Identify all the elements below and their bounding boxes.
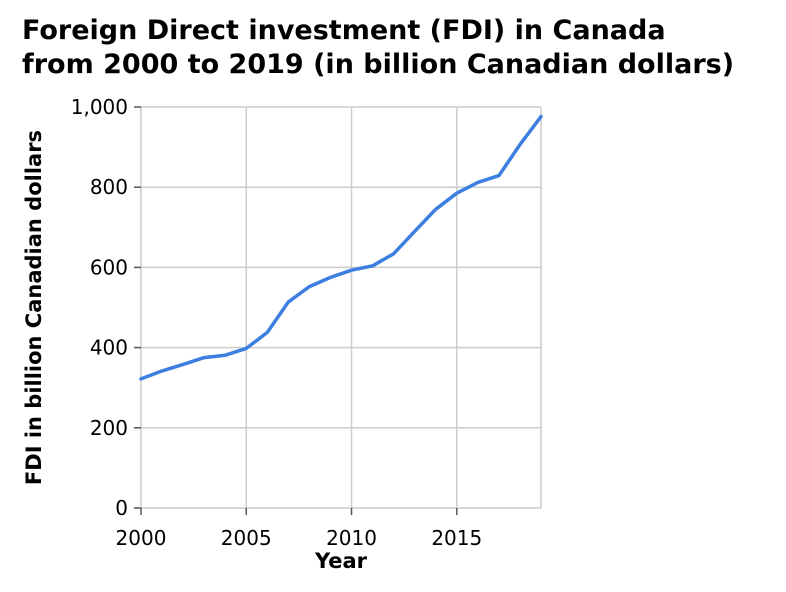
data-point (139, 377, 143, 381)
grid (134, 106, 542, 515)
y-tick-label: 800 (90, 175, 128, 199)
tick-labels: 0 200 400 600 800 1,000 2000 2005 2010 2015 (71, 95, 483, 550)
data-point (223, 353, 227, 357)
data-point (265, 330, 269, 334)
y-axis-title: FDI in billion Canadian dollars (22, 130, 46, 485)
data-point (160, 369, 164, 373)
data-point (455, 191, 459, 195)
data-point (328, 275, 332, 279)
series-line (139, 114, 543, 381)
x-tick-label: 2000 (116, 526, 167, 550)
x-axis-title: Year (314, 549, 368, 573)
data-point (202, 356, 206, 360)
y-tick-label: 0 (115, 496, 128, 520)
data-point (371, 264, 375, 268)
series-layer (139, 114, 543, 381)
data-point (518, 143, 522, 147)
data-point (181, 362, 185, 366)
chart-title: Foreign Direct investment (FDI) in Canad… (22, 14, 772, 82)
x-tick-label: 2010 (326, 526, 377, 550)
y-tick-label: 400 (90, 336, 128, 360)
data-point (413, 229, 417, 233)
chart-title-line-1: Foreign Direct investment (FDI) in Canad… (22, 15, 666, 46)
data-point (539, 115, 543, 119)
data-point (286, 300, 290, 304)
x-tick-label: 2015 (431, 526, 482, 550)
y-tick-label: 200 (90, 416, 128, 440)
data-point (476, 180, 480, 184)
data-point (307, 285, 311, 289)
chart-title-line-2: from 2000 to 2019 (in billion Canadian d… (22, 49, 735, 80)
data-point (244, 346, 248, 350)
data-point (392, 252, 396, 256)
y-tick-label: 1,000 (71, 95, 128, 119)
data-point (350, 268, 354, 272)
data-point (497, 174, 501, 178)
x-tick-label: 2005 (221, 526, 272, 550)
data-point (434, 207, 438, 211)
y-tick-label: 600 (90, 255, 128, 279)
